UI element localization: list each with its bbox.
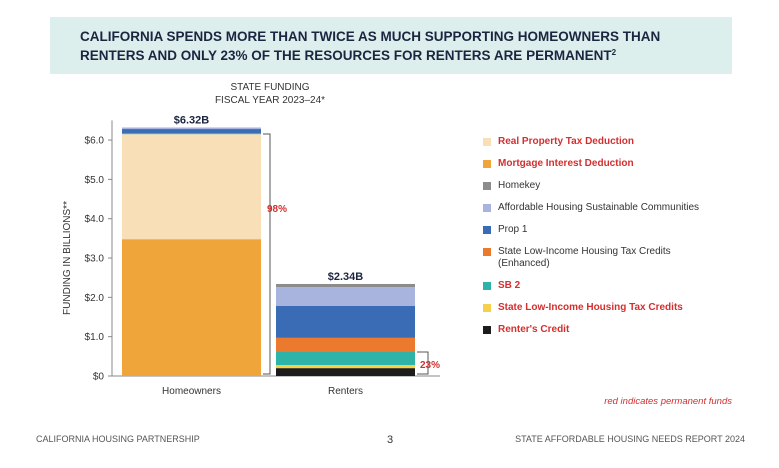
legend-item: Homekey (483, 180, 715, 192)
y-axis-label: FUNDING IN BILLIONS** (62, 201, 73, 315)
legend-swatch (483, 138, 491, 146)
y-tick-label: $3.0 (85, 254, 105, 265)
legend-item: Real Property Tax Deduction (483, 136, 715, 148)
bar-segment (276, 368, 415, 376)
legend-item: SB 2 (483, 280, 715, 292)
legend-item: State Low-Income Housing Tax Credits (En… (483, 246, 715, 270)
legend-item: State Low-Income Housing Tax Credits (483, 302, 715, 314)
legend-swatch (483, 248, 491, 256)
x-tick-label: Renters (328, 386, 363, 397)
legend-swatch (483, 282, 491, 290)
legend-item: Mortgage Interest Deduction (483, 158, 715, 170)
footer-right: STATE AFFORDABLE HOUSING NEEDS REPORT 20… (515, 434, 745, 444)
bracket (263, 133, 271, 375)
title: RENTERS AND ONLY 23% OF THE RESOURCES FO… (80, 48, 617, 63)
y-tick-label: $0 (93, 372, 105, 383)
bar-segment (122, 239, 261, 376)
legend-swatch (483, 160, 491, 168)
bar-segment (122, 132, 261, 135)
title-banner (50, 17, 732, 74)
y-tick-label: $6.0 (85, 136, 105, 147)
legend-label: Renter's Credit (498, 324, 570, 335)
legend-label: State Low-Income Housing Tax Credits (En… (498, 246, 671, 269)
footer-left: CALIFORNIA HOUSING PARTNERSHIP (36, 434, 200, 444)
note: red indicates permanent funds (604, 396, 732, 407)
legend-label: Affordable Housing Sustainable Communiti… (498, 202, 700, 213)
bar-segment (276, 352, 415, 365)
y-tick-label: $4.0 (85, 214, 105, 225)
bar-segment (276, 364, 415, 369)
bar-segment (122, 134, 261, 240)
bar-segment (276, 337, 415, 353)
legend-label: Real Property Tax Deduction (498, 136, 634, 147)
legend-item: Prop 1 (483, 224, 715, 236)
legend-label: State Low-Income Housing Tax Credits (498, 302, 683, 313)
legend: Real Property Tax Deduction Mortgage Inte… (483, 136, 715, 346)
footnote-mark: 2 (612, 48, 617, 57)
chart-title: FISCAL YEAR 2023–24* (215, 95, 325, 106)
legend-swatch (483, 182, 491, 190)
legend-label: Prop 1 (498, 224, 528, 235)
legend-swatch (483, 226, 491, 234)
page-number: 3 (387, 434, 393, 446)
legend-label: Mortgage Interest Deduction (498, 158, 634, 169)
bar-segment (122, 127, 261, 130)
bar-segment (276, 306, 415, 338)
legend-swatch (483, 304, 491, 312)
total-label: $2.34B (328, 271, 364, 283)
y-tick-label: $2.0 (85, 293, 105, 304)
annotation: 98% (267, 204, 287, 215)
legend-label: Homekey (498, 180, 541, 191)
chart-title: STATE FUNDING (230, 82, 309, 93)
bar-segment (276, 287, 415, 307)
total-label: $6.32B (174, 114, 210, 126)
y-tick-label: $5.0 (85, 175, 105, 186)
y-tick-label: $1.0 (85, 332, 105, 343)
title-line: RENTERS AND ONLY 23% OF THE RESOURCES FO… (80, 48, 612, 63)
legend-swatch (483, 326, 491, 334)
bracket (417, 351, 429, 375)
bar-segment (276, 283, 415, 288)
legend-item: Renter's Credit (483, 324, 715, 336)
title: CALIFORNIA SPENDS MORE THAN TWICE AS MUC… (80, 29, 660, 44)
legend-item: Affordable Housing Sustainable Communiti… (483, 202, 715, 214)
bar-segment (122, 129, 261, 133)
annotation: 23% (420, 360, 440, 371)
x-tick-label: Homeowners (162, 386, 221, 397)
legend-swatch (483, 204, 491, 212)
legend-label: SB 2 (498, 280, 521, 291)
